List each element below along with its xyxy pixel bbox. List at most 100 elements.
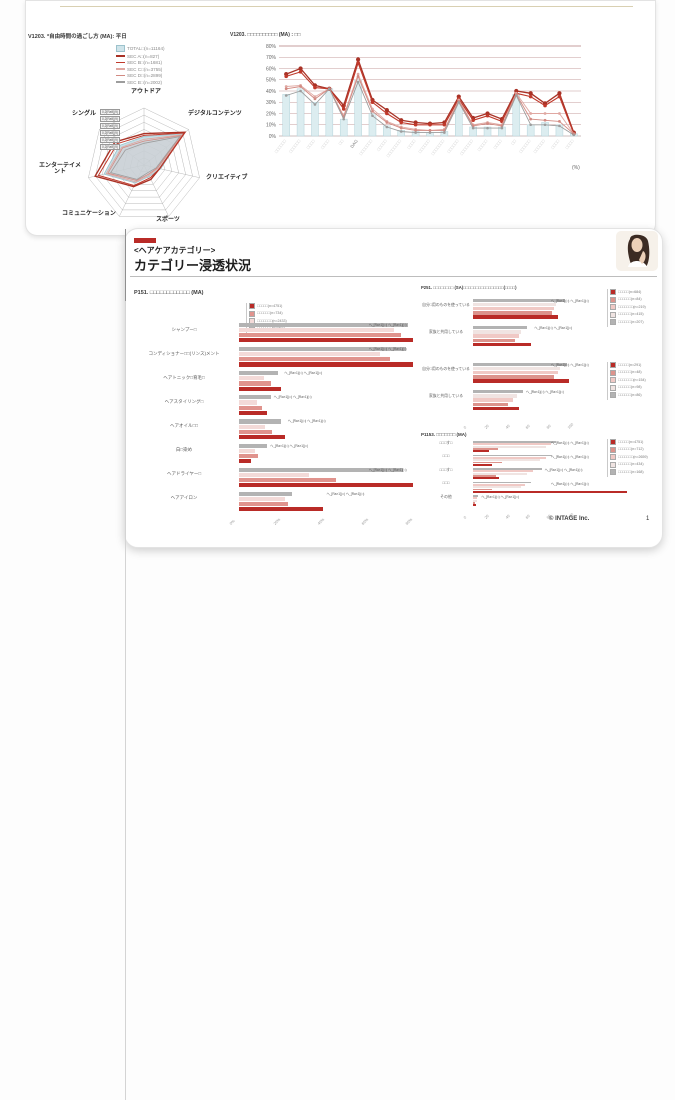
line-marker bbox=[284, 87, 288, 91]
gridline bbox=[125, 409, 126, 469]
bar bbox=[473, 315, 559, 319]
gridline bbox=[125, 373, 126, 445]
bar bbox=[473, 472, 528, 475]
legend-label: □□□□□(n=4751) bbox=[618, 439, 644, 444]
x-tick-label: 20% bbox=[273, 517, 282, 526]
bar bbox=[239, 458, 252, 463]
legend-label: SEC B□(n=1681) bbox=[127, 60, 163, 65]
total-bar bbox=[282, 94, 290, 137]
legend-swatch bbox=[610, 311, 616, 318]
bar bbox=[473, 307, 555, 311]
radar-svg bbox=[88, 107, 200, 217]
category-label: ヘアドライヤー□ bbox=[166, 471, 202, 477]
radar-data-label: 0,2[Ra9](9) bbox=[100, 116, 120, 122]
category-label: 自分□用のものを使っている bbox=[422, 302, 470, 307]
bar bbox=[239, 362, 414, 367]
line-marker bbox=[298, 70, 303, 74]
y-tick-label: 10% bbox=[266, 123, 277, 129]
line-marker bbox=[558, 124, 561, 128]
legend-label: SEC E□(n=2002) bbox=[127, 79, 163, 85]
x-tick-label: 40% bbox=[317, 517, 326, 526]
category-label: 家族と共用している bbox=[428, 394, 464, 399]
category-label: □□□ bbox=[442, 481, 450, 486]
data-label: ヘ_[Ra×1](□) ヘ_[Ra×1](□) bbox=[284, 371, 323, 376]
radar-axis-label: クリエイティブ bbox=[206, 175, 248, 181]
radar-data-label: 0,2[Ra9](9) bbox=[100, 144, 120, 150]
line-marker bbox=[313, 97, 317, 101]
x-tick-label: □□ bbox=[337, 138, 344, 145]
bar bbox=[239, 448, 255, 453]
combo-svg: 0%10%20%30%40%50%60%70%80%□□□□□□ □□□□□□ □□… bbox=[266, 44, 581, 158]
line-marker bbox=[558, 119, 561, 123]
line-marker bbox=[471, 118, 475, 123]
x-tick-label: □□□□□ bbox=[376, 138, 388, 152]
bar bbox=[473, 326, 528, 330]
gridline bbox=[125, 817, 126, 1013]
line-marker bbox=[485, 113, 490, 118]
bar bbox=[473, 445, 546, 448]
legend-label: □□□□□□□(n=219) bbox=[618, 304, 646, 309]
legend-item: □□□□□(n=4751) bbox=[249, 303, 303, 309]
y-tick-label: 20% bbox=[266, 111, 277, 117]
line-marker bbox=[457, 100, 461, 104]
line-marker bbox=[486, 122, 489, 126]
line-marker bbox=[356, 72, 360, 76]
bar bbox=[239, 333, 401, 338]
legend-label: □□□□□□(n=415) bbox=[618, 312, 644, 317]
y-tick-label: 40% bbox=[266, 89, 277, 95]
data-label: ヘ_[Ra×1](□) ヘ_[Ra×1](□) bbox=[481, 495, 520, 499]
bar bbox=[239, 482, 414, 488]
line-marker bbox=[529, 117, 533, 121]
bar bbox=[473, 459, 540, 462]
line-marker bbox=[284, 94, 288, 97]
p251-legend-1: □□□□□(n=684) □□□□□□(n=84) □□□□□□□(n=219) □□… bbox=[607, 289, 664, 327]
line-marker bbox=[371, 109, 374, 113]
radar-chart-title: V1203. *自由時間の過ごし方 (MA): 平日 bbox=[28, 34, 127, 40]
bar bbox=[473, 338, 515, 342]
radar-ring bbox=[88, 107, 200, 217]
gridline bbox=[125, 1013, 126, 1100]
copyright-label: © INTAGE Inc. bbox=[549, 516, 590, 522]
bar bbox=[473, 406, 519, 410]
line-marker bbox=[413, 122, 418, 127]
p151-chart-title: P151. □□□□□□□□□□□□ (MA) bbox=[134, 290, 204, 296]
legend-swatch bbox=[610, 289, 616, 295]
category-label: 自分□用のものを使っている bbox=[422, 366, 470, 371]
data-label: ヘ_[Ra×1](□) ヘ_[Ra×1](□) bbox=[273, 395, 312, 400]
bar bbox=[473, 456, 546, 459]
p251-legend-2: □□□□□(n=291) □□□□□□(n=48) □□□□□□□(n=154) □□… bbox=[607, 362, 664, 400]
y-tick-label: 80% bbox=[266, 44, 277, 50]
legend-swatch bbox=[249, 310, 255, 317]
bar bbox=[239, 429, 273, 434]
legend-label: □□□□□□(n=168) bbox=[618, 469, 644, 474]
bar bbox=[473, 490, 627, 493]
data-label: ヘ_[Ra×1](□) ヘ_[Ra×1](□) bbox=[550, 454, 589, 459]
radar-axis-label: コミュニケーション bbox=[62, 211, 116, 217]
legend-label: □□□□□□□(n=2659) bbox=[618, 454, 648, 459]
bar bbox=[473, 342, 532, 346]
bar bbox=[473, 379, 569, 383]
x-tick-label: □□□□ bbox=[550, 138, 561, 150]
bar bbox=[239, 496, 285, 501]
legend-swatch bbox=[249, 303, 255, 309]
line-marker bbox=[299, 85, 302, 88]
legend-item: SEC C□(n=3755) bbox=[116, 67, 165, 72]
bar bbox=[473, 502, 476, 504]
line-marker bbox=[543, 112, 547, 115]
legend-label: □□□□□(n=291) bbox=[618, 362, 642, 367]
line-marker bbox=[471, 126, 475, 130]
x-tick-label: □□□□ bbox=[320, 138, 331, 150]
x-tick-label: □□□□ bbox=[492, 138, 503, 150]
line-marker bbox=[529, 123, 532, 127]
legend-item: □□□□□□□(n=2659) bbox=[610, 454, 664, 460]
category-label: □□□す□ bbox=[439, 440, 453, 445]
radar-legend: TOTAL□(n=11164) SEC A□(n=827) SEC B□(n=168… bbox=[116, 45, 165, 86]
category-label: 白□染め bbox=[175, 447, 193, 453]
slide1-top-rule bbox=[60, 6, 633, 7]
bar bbox=[239, 434, 285, 439]
category-label: コンディショナー□□(リンス)メント bbox=[148, 350, 220, 356]
bar bbox=[239, 501, 289, 507]
slide-category-penetration: <ヘアケアカテゴリー> カテゴリー浸透状況 P151. □□□□□□□□□□□□… bbox=[124, 228, 664, 1100]
radar-axis-label: エンターテイメント bbox=[38, 163, 81, 176]
total-bar bbox=[354, 79, 362, 137]
